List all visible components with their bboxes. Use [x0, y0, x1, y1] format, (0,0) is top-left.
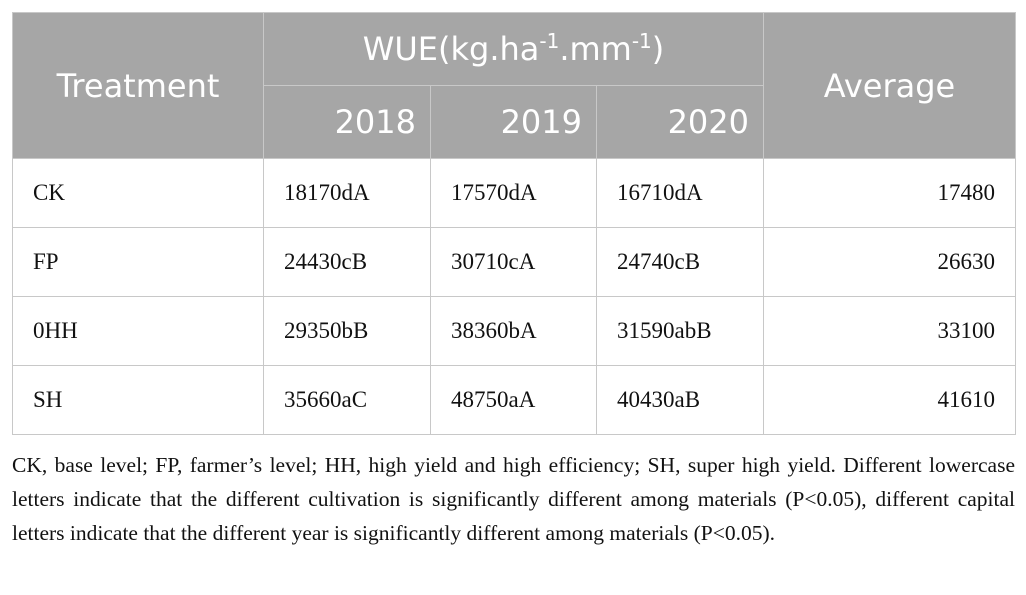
table-cell: 17480	[763, 158, 1016, 228]
header-text: .mm	[559, 30, 632, 68]
table-cell: 0HH	[12, 296, 264, 366]
header-row: Treatment WUE(kg.ha-1.mm-1) Average	[12, 12, 1016, 159]
table-cell: 38360bA	[430, 296, 597, 366]
table-cell: FP	[12, 227, 264, 297]
table-cell: 26630	[763, 227, 1016, 297]
year-header: 2018	[263, 85, 431, 159]
footnote: CK, base level; FP, farmer’s level; HH, …	[12, 453, 1015, 545]
table-cell: 40430aB	[596, 365, 764, 435]
table-cell: 24430cB	[263, 227, 431, 297]
table-cell: 31590abB	[596, 296, 764, 366]
header-sup: -1	[631, 29, 652, 53]
table-cell: SH	[12, 365, 264, 435]
table-cell: 29350bB	[263, 296, 431, 366]
header-text: WUE(kg.ha	[362, 30, 540, 68]
header-group: WUE(kg.ha-1.mm-1)	[263, 12, 764, 86]
table-container: Treatment WUE(kg.ha-1.mm-1) Average 2018…	[12, 12, 1016, 435]
table-row: SH 35660aC 48750aA 40430aB 41610	[12, 365, 1016, 435]
table-row: FP 24430cB 30710cA 24740cB 26630	[12, 227, 1016, 297]
table-cell: 18170dA	[263, 158, 431, 228]
table-cell: 16710dA	[596, 158, 764, 228]
table-row: CK 18170dA 17570dA 16710dA 17480	[12, 158, 1016, 228]
table-cell: CK	[12, 158, 264, 228]
table-body: CK 18170dA 17570dA 16710dA 17480 FP 24430cB 307…	[12, 158, 1016, 435]
table-cell: 17570dA	[430, 158, 597, 228]
table-cell: 30710cA	[430, 227, 597, 297]
table-cell: 48750aA	[430, 365, 597, 435]
year-header: 2020	[596, 85, 764, 159]
table: Treatment WUE(kg.ha-1.mm-1) Average 2018…	[12, 12, 1016, 435]
year-header: 2019	[430, 85, 597, 159]
header-row: 2018 2019 2020	[13, 85, 1016, 159]
table-head: Treatment WUE(kg.ha-1.mm-1) Average 2018…	[12, 12, 1016, 159]
header-sup: -1	[539, 29, 560, 53]
header-cell: Average	[763, 12, 1016, 159]
table-cell: 24740cB	[596, 227, 764, 297]
header-text: )	[651, 30, 665, 68]
table-cell: 33100	[763, 296, 1016, 366]
header-cell: Treatment	[12, 12, 264, 159]
table-row: 0HH 29350bB 38360bA 31590abB 33100	[12, 296, 1016, 366]
table-cell: 41610	[763, 365, 1016, 435]
table-cell: 35660aC	[263, 365, 431, 435]
